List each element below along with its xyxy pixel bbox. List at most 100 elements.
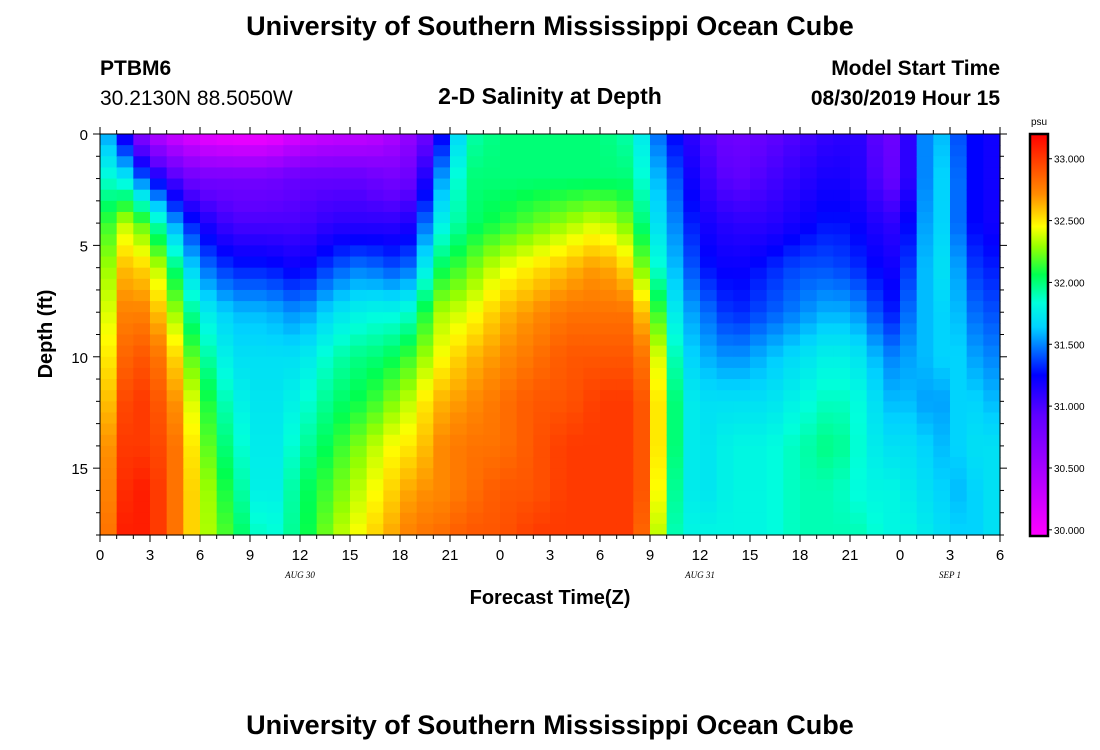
heatmap-cell — [583, 501, 601, 514]
heatmap-cell — [866, 345, 884, 358]
heatmap-cell — [216, 423, 234, 436]
heatmap-cell — [283, 512, 301, 525]
heatmap-cell — [316, 379, 334, 391]
heatmap-cell — [666, 167, 684, 180]
heatmap-cell — [433, 345, 451, 358]
heatmap-cell — [500, 156, 518, 169]
heatmap-cell — [866, 234, 884, 246]
heatmap-cell — [883, 490, 901, 503]
heatmap-cell — [216, 412, 234, 425]
heatmap-cell — [666, 356, 684, 369]
heatmap-cell — [616, 256, 634, 269]
heatmap-cell — [483, 189, 501, 202]
heatmap-cell — [616, 167, 634, 180]
heatmap-cell — [850, 312, 868, 324]
heatmap-cell — [133, 223, 151, 235]
heatmap-cell — [166, 211, 184, 224]
heatmap-cell — [683, 278, 701, 291]
heatmap-cell — [183, 390, 201, 402]
heatmap-cell — [633, 267, 651, 280]
heatmap-cell — [483, 512, 501, 525]
heatmap-cell — [666, 345, 684, 358]
heatmap-cell — [250, 457, 268, 469]
heatmap-cell — [366, 156, 384, 169]
heatmap-cell — [150, 479, 168, 492]
heatmap-cell — [516, 390, 534, 402]
heatmap-cell — [783, 134, 801, 146]
heatmap-cell — [566, 134, 584, 146]
heatmap-cell — [533, 423, 551, 436]
heatmap-cell — [100, 323, 118, 336]
heatmap-cell — [400, 468, 418, 480]
heatmap-cell — [416, 379, 434, 391]
heatmap-cell — [650, 445, 668, 458]
heatmap-cell — [133, 245, 151, 258]
heatmap-cell — [600, 245, 618, 258]
heatmap-cell — [133, 523, 151, 536]
heatmap-cell — [200, 256, 218, 269]
heatmap-cell — [966, 312, 984, 324]
heatmap-cell — [783, 457, 801, 469]
heatmap-cell — [216, 490, 234, 503]
heatmap-cell — [883, 134, 901, 146]
heatmap-cell — [500, 256, 518, 269]
heatmap-cell — [900, 323, 918, 336]
heatmap-cell — [316, 356, 334, 369]
heatmap-cell — [633, 301, 651, 313]
heatmap-cell — [900, 479, 918, 492]
heatmap-cell — [916, 434, 934, 447]
heatmap-cell — [683, 412, 701, 425]
heatmap-cell — [900, 512, 918, 525]
heatmap-cell — [816, 256, 834, 269]
heatmap-cell — [666, 445, 684, 458]
heatmap-cell — [766, 234, 784, 246]
heatmap-cells — [100, 134, 1001, 536]
heatmap-cell — [150, 134, 168, 146]
heatmap-cell — [166, 234, 184, 246]
heatmap-cell — [866, 156, 884, 169]
heatmap-cell — [983, 379, 1001, 391]
heatmap-cell — [900, 379, 918, 391]
heatmap-cell — [383, 211, 401, 224]
heatmap-cell — [883, 468, 901, 480]
heatmap-cell — [433, 468, 451, 480]
heatmap-cell — [150, 345, 168, 358]
heatmap-cell — [416, 245, 434, 258]
heatmap-cell — [600, 256, 618, 269]
heatmap-cell — [583, 234, 601, 246]
heatmap-cell — [116, 200, 134, 213]
heatmap-cell — [500, 345, 518, 358]
heatmap-cell — [850, 379, 868, 391]
heatmap-cell — [683, 267, 701, 280]
heatmap-cell — [750, 223, 768, 235]
heatmap-cell — [983, 189, 1001, 202]
heatmap-cell — [950, 289, 968, 302]
heatmap-cell — [666, 457, 684, 469]
heatmap-cell — [550, 211, 568, 224]
heatmap-cell — [716, 323, 734, 336]
heatmap-cell — [783, 223, 801, 235]
heatmap-cell — [700, 323, 718, 336]
heatmap-cell — [650, 245, 668, 258]
heatmap-cell — [166, 167, 184, 180]
heatmap-cell — [333, 412, 351, 425]
heatmap-cell — [566, 289, 584, 302]
heatmap-cell — [833, 234, 851, 246]
heatmap-cell — [750, 468, 768, 480]
heatmap-cell — [433, 145, 451, 157]
heatmap-cell — [400, 211, 418, 224]
heatmap-cell — [950, 379, 968, 391]
heatmap-cell — [233, 345, 251, 358]
heatmap-cell — [216, 390, 234, 402]
heatmap-cell — [450, 468, 468, 480]
heatmap-cell — [200, 401, 218, 414]
heatmap-cell — [616, 412, 634, 425]
heatmap-cell — [783, 278, 801, 291]
heatmap-cell — [600, 501, 618, 514]
heatmap-cell — [100, 490, 118, 503]
heatmap-cell — [150, 256, 168, 269]
heatmap-cell — [216, 234, 234, 246]
heatmap-cell — [550, 145, 568, 157]
heatmap-cell — [400, 289, 418, 302]
heatmap-cell — [700, 401, 718, 414]
